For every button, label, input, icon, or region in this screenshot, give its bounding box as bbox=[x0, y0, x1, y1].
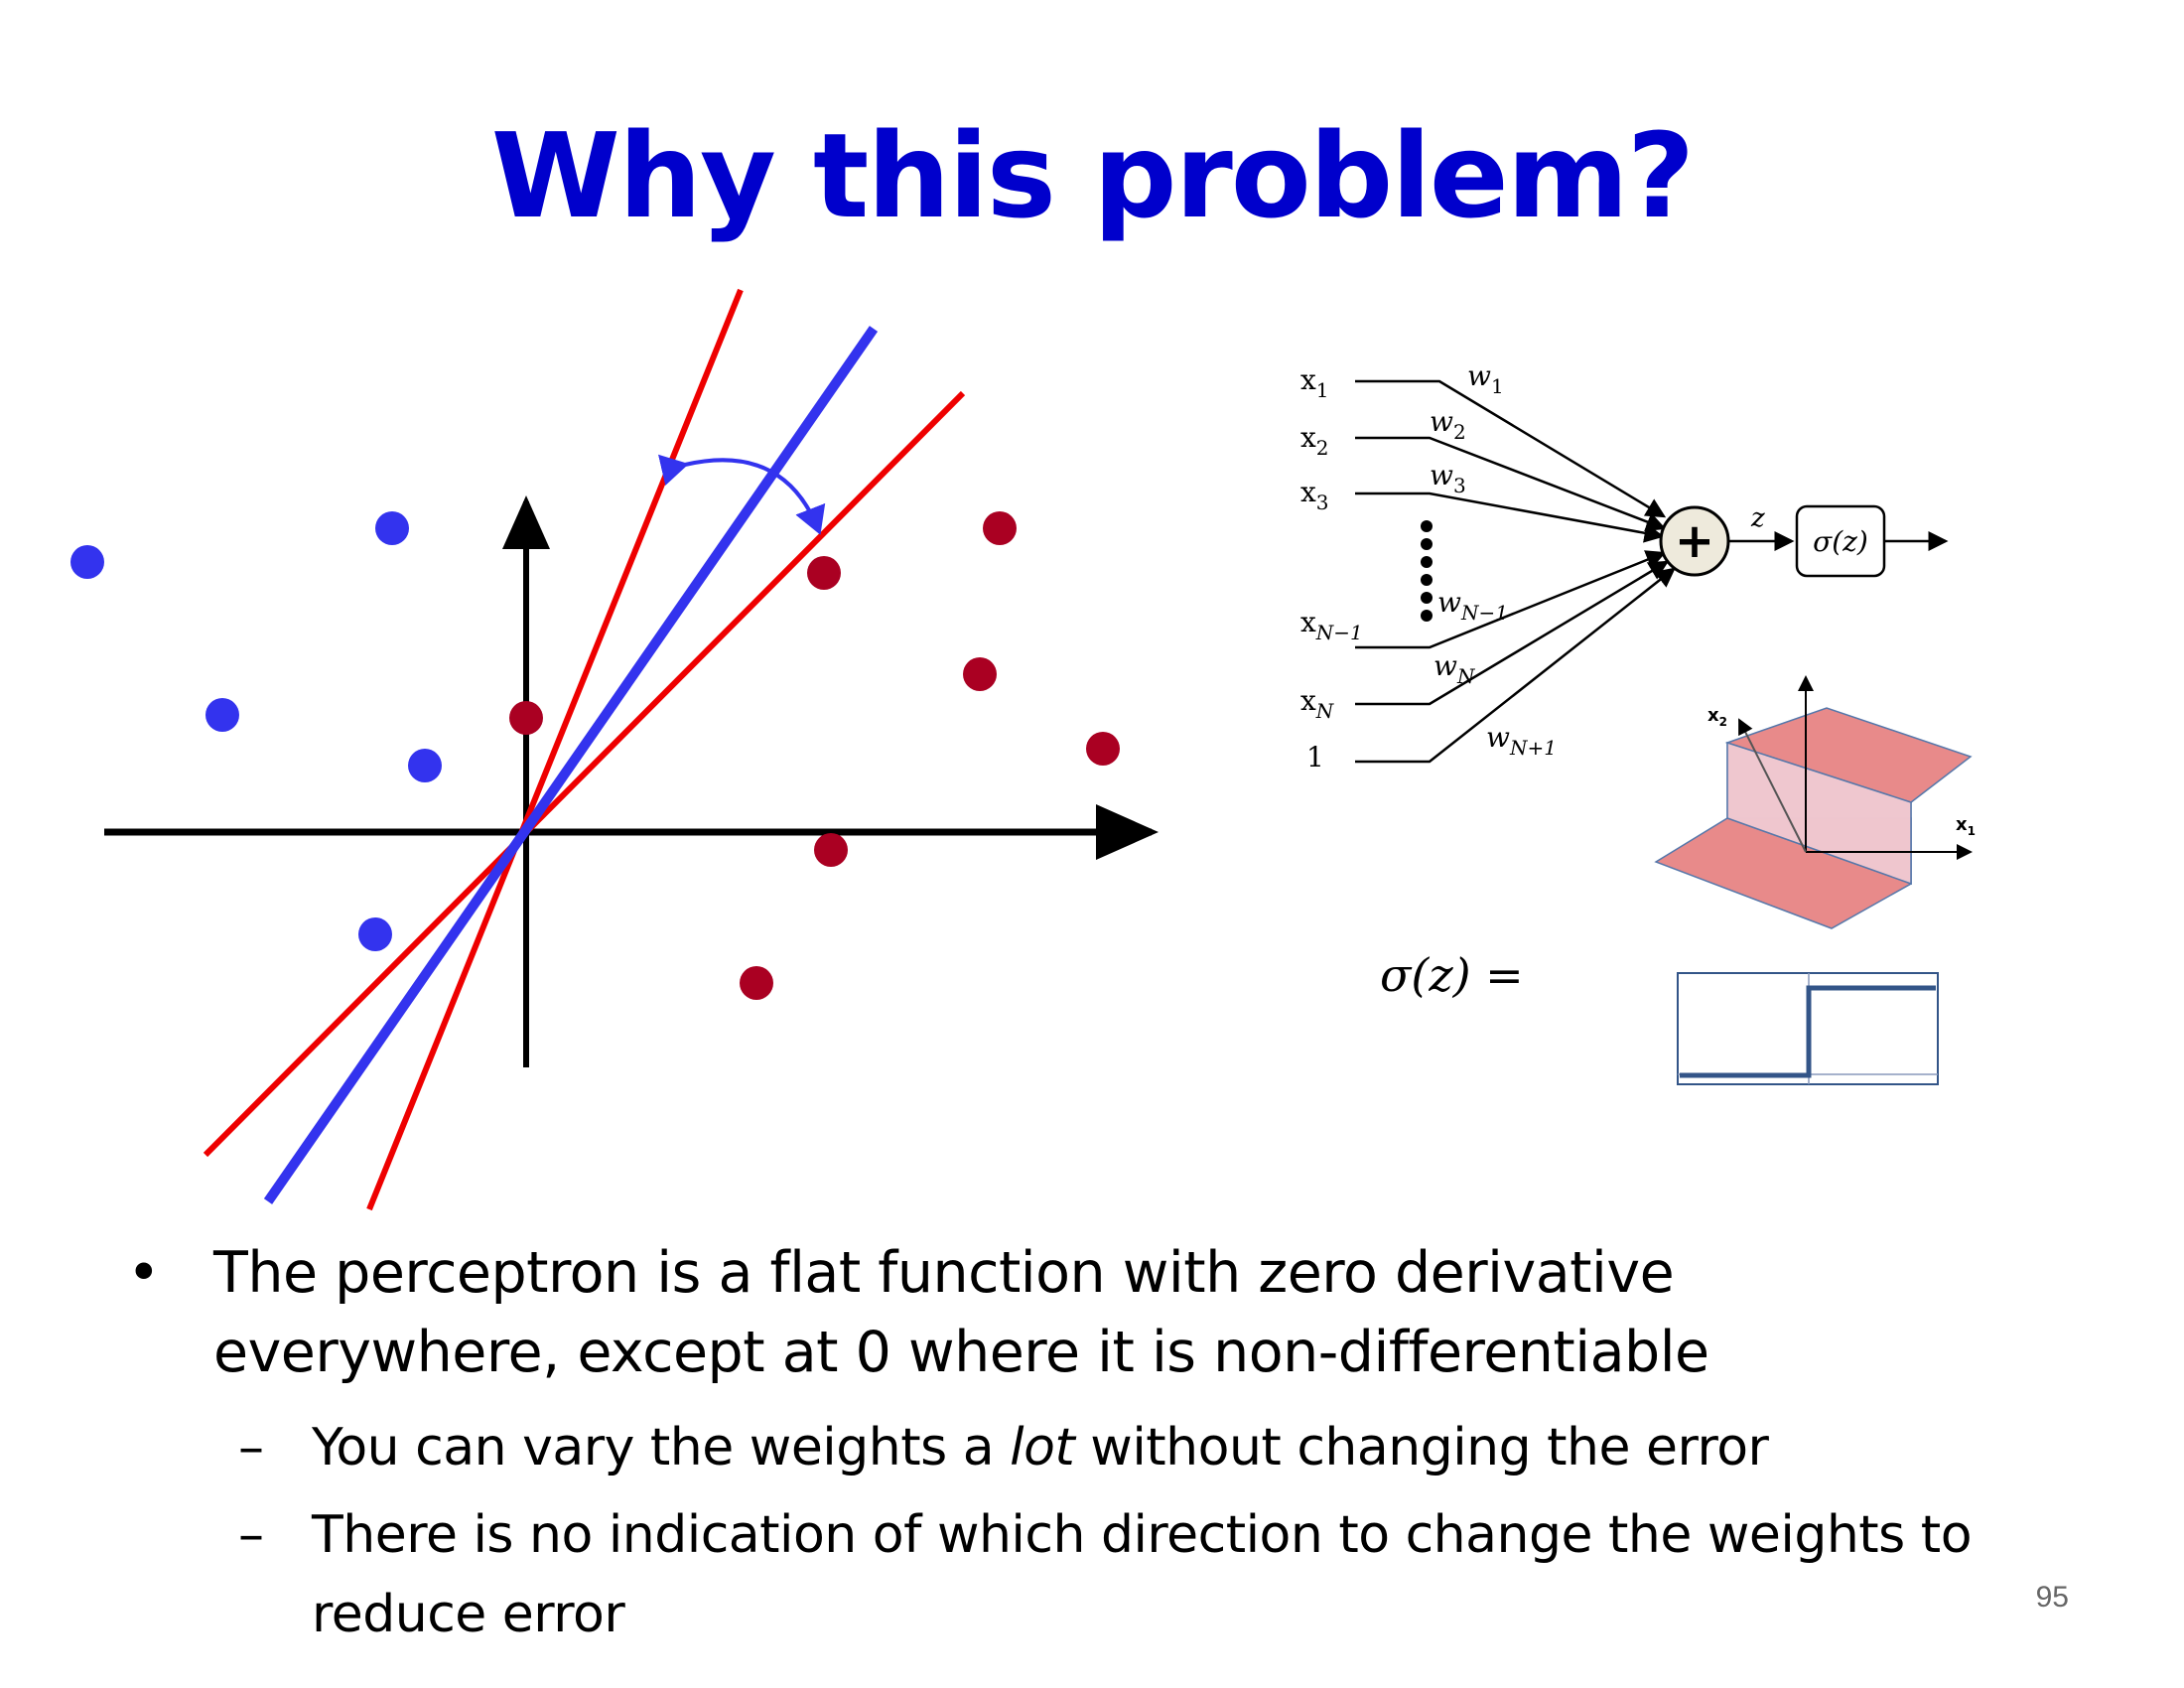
red-point bbox=[1086, 732, 1120, 766]
weight-w2: w2 bbox=[1430, 405, 1466, 444]
dash-marker: – bbox=[238, 1418, 264, 1477]
weight-w1: w1 bbox=[1467, 359, 1504, 398]
blue-point bbox=[375, 511, 409, 545]
red-point bbox=[963, 657, 997, 691]
red-point bbox=[983, 511, 1017, 545]
input-xN: xN bbox=[1300, 684, 1335, 723]
bullet-main: The perceptron is a flat function with z… bbox=[213, 1240, 1709, 1385]
dash-marker: – bbox=[238, 1505, 264, 1565]
red-point bbox=[807, 556, 841, 590]
step-wall-front bbox=[1726, 741, 1912, 886]
sub-bullet-1: You can vary the weights a lot without c… bbox=[312, 1408, 1999, 1487]
red-point bbox=[509, 701, 543, 735]
input-bias: 1 bbox=[1306, 741, 1324, 774]
red-point bbox=[814, 833, 848, 867]
sub-bullet-1-emphasis: lot bbox=[1010, 1418, 1075, 1477]
input-wires bbox=[1355, 379, 1676, 764]
surface-x1-label: x1 bbox=[1956, 814, 1976, 838]
red-line-shallow bbox=[203, 390, 966, 1158]
sum-symbol: + bbox=[1675, 513, 1714, 569]
red-line-steep bbox=[366, 288, 744, 1211]
surface-x2-axis bbox=[1738, 718, 1807, 853]
sub-bullet-1-post: without changing the error bbox=[1074, 1418, 1769, 1477]
weight-wN+1: wN+1 bbox=[1486, 721, 1557, 760]
blue-point bbox=[205, 698, 239, 732]
ellipsis-dots bbox=[1421, 520, 1433, 622]
bullet-marker: • bbox=[127, 1240, 161, 1306]
sub-bullet-2: There is no indication of which directio… bbox=[312, 1505, 1973, 1644]
input-x1: x1 bbox=[1300, 363, 1329, 402]
blue-point bbox=[70, 545, 104, 579]
sub-bullet-1-pre: You can vary the weights a bbox=[312, 1418, 1011, 1477]
blue-point bbox=[408, 749, 442, 782]
slide-title: Why this problem? bbox=[490, 107, 1695, 244]
sigma-equation: σ(z) = bbox=[1380, 948, 1524, 1002]
z-label: z bbox=[1750, 503, 1765, 533]
surface-x2-label: x2 bbox=[1707, 705, 1727, 729]
weight-wN-1: wN−1 bbox=[1437, 586, 1508, 625]
input-x2: x2 bbox=[1300, 421, 1329, 460]
activation-label: σ(z) bbox=[1813, 525, 1868, 558]
rotation-arrow bbox=[658, 454, 826, 535]
page-number: 95 bbox=[2035, 1581, 2069, 1614]
blue-point bbox=[358, 917, 392, 951]
weight-wN: wN bbox=[1433, 649, 1476, 688]
weight-w3: w3 bbox=[1430, 459, 1466, 497]
red-point bbox=[740, 966, 773, 1000]
step-curve bbox=[1680, 985, 1936, 1078]
input-x3: x3 bbox=[1300, 476, 1329, 514]
input-xN-1: xN−1 bbox=[1300, 606, 1363, 644]
